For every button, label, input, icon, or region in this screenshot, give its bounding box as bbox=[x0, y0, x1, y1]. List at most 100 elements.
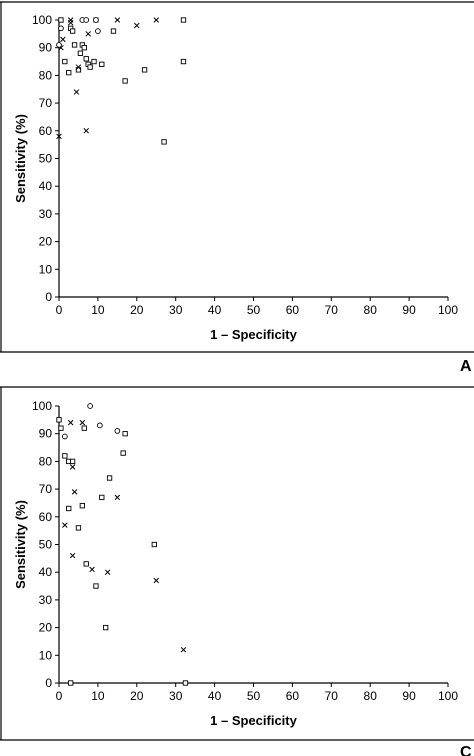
panel-c-x-point bbox=[67, 419, 74, 426]
panel-a-y-tick-label: 80 bbox=[39, 68, 53, 82]
panel-a-x-axis-title: 1 – Specificity bbox=[210, 327, 297, 342]
panel-a-x-point bbox=[75, 64, 82, 70]
panel-c-y-tick-label: 100 bbox=[32, 399, 52, 413]
panel-a-x-point-stroke bbox=[73, 89, 80, 95]
panel-c-y-tick-label: 20 bbox=[39, 621, 53, 635]
panel-a-y-tick-label: 20 bbox=[39, 235, 53, 249]
panel-c-square-point bbox=[81, 425, 87, 431]
panel-a-y-tick-label: 0 bbox=[45, 290, 52, 304]
panel-c-square-point bbox=[93, 583, 99, 589]
panel-c-x-point bbox=[69, 552, 76, 559]
panel-c-x-point bbox=[79, 419, 86, 426]
panel-a-y-tick-label: 40 bbox=[39, 179, 53, 193]
panel-a-circle-point bbox=[93, 17, 99, 23]
panel-c-y-tick-label: 40 bbox=[39, 565, 53, 579]
panel-c-square-point bbox=[62, 453, 68, 459]
panel-c-label: C bbox=[460, 744, 472, 756]
panel-c-x-point-stroke bbox=[69, 552, 76, 559]
panel-c-x-point-stroke bbox=[67, 419, 74, 426]
panel-a-x-tick-label: 30 bbox=[169, 303, 183, 317]
panel-c-x-tick-label: 90 bbox=[402, 689, 416, 703]
panel-a-x-point bbox=[73, 89, 80, 95]
panel-a-x-tick-label: 20 bbox=[130, 303, 144, 317]
panel-a-square-point bbox=[91, 58, 97, 65]
panel-c-circle-point bbox=[87, 403, 93, 409]
panel-a-y-tick-label: 70 bbox=[39, 96, 53, 110]
panel-c-y-tick-label: 70 bbox=[39, 482, 53, 496]
panel-c-circle-point bbox=[96, 422, 103, 429]
panel-c-x-point-stroke bbox=[180, 647, 187, 653]
panel-a-x-point-stroke bbox=[75, 64, 82, 70]
panel-a-square-point bbox=[141, 67, 148, 73]
panel-c-square-point bbox=[66, 505, 72, 512]
panel-a-x-point-stroke bbox=[83, 128, 89, 134]
panel-a-x-point-stroke bbox=[58, 44, 64, 51]
panel-c-y-tick-label: 90 bbox=[39, 427, 53, 441]
panel-c-x-tick-label: 80 bbox=[364, 689, 378, 703]
panel-a-x-point bbox=[60, 36, 66, 43]
panel-c-square-point bbox=[58, 425, 64, 431]
panel-c-square-point bbox=[122, 431, 128, 437]
panel-c-x-point-stroke bbox=[69, 464, 76, 470]
panel-a-x-point-stroke bbox=[56, 133, 62, 140]
panel-c-square-point bbox=[120, 450, 126, 456]
panel-a-x-point bbox=[85, 31, 91, 37]
panel-c-x-tick-label: 60 bbox=[286, 689, 300, 703]
panel-c-x-point bbox=[89, 566, 95, 573]
panel-c-y-axis-title: Sensitivity (%) bbox=[13, 500, 28, 589]
panel-c-x-point bbox=[104, 569, 111, 575]
panel-c-y-tick-label: 50 bbox=[39, 538, 53, 552]
panel-a-y-tick-label: 10 bbox=[39, 262, 53, 276]
panel-c-square-point bbox=[151, 541, 157, 548]
panel-a-square-point bbox=[180, 58, 187, 65]
panel-a-square-point bbox=[69, 28, 76, 34]
panel-c-square-point bbox=[56, 417, 62, 423]
panel-c-circle-point bbox=[114, 428, 121, 434]
panel-c-circle-point bbox=[61, 433, 68, 440]
panel-c-x-point-stroke bbox=[104, 569, 111, 575]
panel-a-circle-point bbox=[56, 42, 62, 48]
panel-a-plot: 0 10 20 30 40 50 60 70 80 90 100 0 10 20 30 40 50 60 70 80 9… bbox=[13, 13, 458, 342]
panel-c-x-point-stroke bbox=[62, 522, 68, 528]
panel-a-square-point bbox=[161, 139, 167, 145]
panel-c-x-point-stroke bbox=[71, 489, 78, 495]
panel-c-x-point bbox=[71, 489, 78, 495]
panel-a-x-point-stroke bbox=[85, 31, 91, 37]
panel-c-square-point bbox=[69, 458, 76, 465]
panel-c-square-point bbox=[75, 525, 82, 531]
panel-c-y-tick-label: 10 bbox=[39, 648, 53, 662]
panel-c-x-tick-label: 10 bbox=[91, 689, 105, 703]
panel-c-square-point bbox=[182, 680, 189, 686]
panel-c-x-point-stroke bbox=[114, 494, 121, 501]
panel-a-y-tick-label: 100 bbox=[32, 13, 52, 27]
panel-c-y-tick-label: 30 bbox=[39, 593, 53, 607]
panel-c-square-point bbox=[68, 680, 74, 686]
panel-c-y-tick-label: 80 bbox=[39, 454, 53, 468]
panel-c-x-point-stroke bbox=[153, 577, 160, 584]
panel-c-x-point-stroke bbox=[79, 419, 86, 426]
panel-a-x-tick-label: 60 bbox=[286, 303, 300, 317]
panel-a-square-point bbox=[110, 28, 117, 34]
panel-a-square-point bbox=[87, 64, 93, 70]
panel-c-x-tick-label: 40 bbox=[208, 689, 222, 703]
panel-a-circle-point bbox=[58, 25, 64, 32]
panel-a-square-point bbox=[83, 56, 89, 62]
panel-a-x-point bbox=[153, 17, 160, 23]
panel-c-plot: 0 10 20 30 40 50 60 70 80 90 100 0 10 20 30 40 50 60 70 80 9… bbox=[13, 399, 458, 728]
panel-c-x-point-stroke bbox=[89, 566, 95, 573]
panel-a-x-point-stroke bbox=[67, 20, 74, 26]
panel-a-y-tick-label: 30 bbox=[39, 207, 53, 221]
panel-c-x-point bbox=[62, 522, 68, 528]
panel-a-square-point bbox=[81, 45, 87, 51]
panel-a-square-point bbox=[71, 42, 78, 48]
panel-a-x-tick-label: 70 bbox=[325, 303, 339, 317]
panel-c-square-point bbox=[83, 561, 89, 567]
panel-c-square-point bbox=[79, 503, 85, 509]
panel-c-x-axis-title: 1 – Specificity bbox=[210, 713, 297, 728]
panel-a-x-point bbox=[67, 20, 74, 26]
panel-a-y-tick-label: 50 bbox=[39, 152, 53, 166]
panel-c-x-tick-label: 20 bbox=[130, 689, 144, 703]
panel-a-x-tick-label: 100 bbox=[438, 303, 458, 317]
panel-a-x-point bbox=[56, 133, 62, 140]
